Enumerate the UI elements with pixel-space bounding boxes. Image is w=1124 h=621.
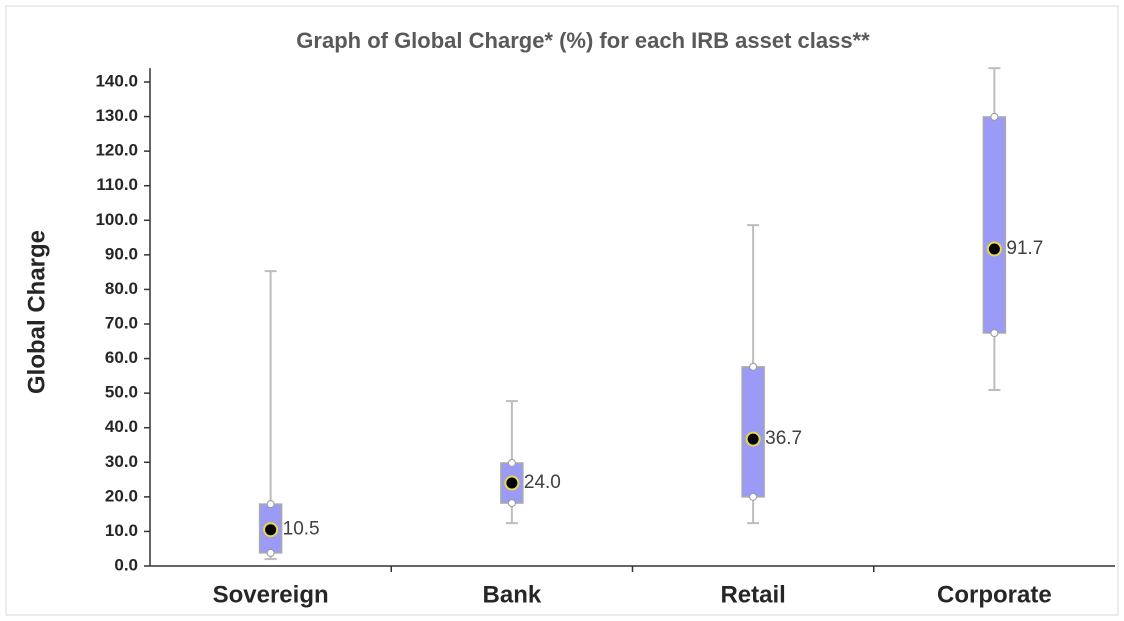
mean-label: 10.5 [283,519,320,540]
mean-label: 36.7 [765,428,802,449]
x-tick-label: Corporate [937,581,1052,608]
mean-marker [745,431,761,447]
y-tick-label: 10.0 [105,521,138,540]
y-tick-label: 0.0 [114,555,138,574]
y-tick-label: 40.0 [105,417,138,436]
y-tick-label: 20.0 [105,486,138,505]
mean-marker [263,522,279,538]
q3-marker [507,458,516,467]
y-tick-label: 120.0 [95,141,138,160]
mean-label: 91.7 [1006,238,1043,259]
q1-marker [990,328,999,337]
x-tick-label: Retail [720,581,785,608]
q3-marker [266,500,275,509]
q1-marker [507,499,516,508]
q1-marker [266,548,275,557]
mean-marker [986,241,1002,257]
y-tick-label: 60.0 [105,348,138,367]
chart-frame [5,5,1119,616]
box [982,116,1007,334]
y-tick-label: 80.0 [105,279,138,298]
y-axis-label: Global Charge [23,230,50,394]
chart-title: Graph of Global Charge* (%) for each IRB… [296,28,870,53]
mean-marker [504,475,520,491]
y-tick-label: 140.0 [95,71,138,90]
y-tick-label: 110.0 [96,175,138,194]
y-tick-label: 30.0 [105,452,138,471]
q3-marker [749,362,758,371]
x-tick-label: Bank [483,581,542,608]
x-tick-label: Sovereign [213,581,329,608]
y-tick-label: 50.0 [105,383,138,402]
y-tick-label: 100.0 [95,210,138,229]
q1-marker [749,492,758,501]
q3-marker [990,112,999,121]
mean-label: 24.0 [524,472,561,493]
y-tick-label: 70.0 [105,313,138,332]
y-tick-label: 90.0 [105,244,138,263]
y-tick-label: 130.0 [95,106,138,125]
